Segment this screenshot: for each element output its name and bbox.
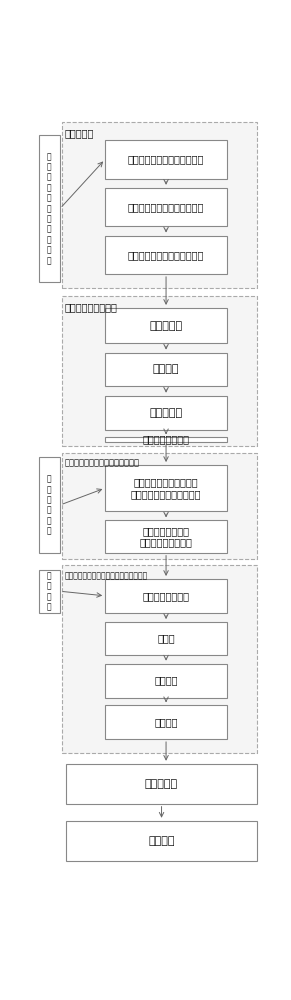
Text: 底层控制: 底层控制	[148, 836, 175, 846]
Text: 判断接收的卫星信
号是否被建筑物遮挡: 判断接收的卫星信 号是否被建筑物遮挡	[140, 526, 192, 547]
FancyBboxPatch shape	[105, 308, 227, 343]
FancyBboxPatch shape	[105, 353, 227, 386]
Text: 计算容积点及权重: 计算容积点及权重	[143, 591, 189, 601]
FancyBboxPatch shape	[105, 188, 227, 226]
Text: 初始化: 初始化	[157, 634, 175, 644]
FancyBboxPatch shape	[62, 453, 257, 559]
FancyBboxPatch shape	[105, 705, 227, 739]
Text: 卫
星
数
据
信
息: 卫 星 数 据 信 息	[47, 475, 52, 536]
Text: 导
航
系
统: 导 航 系 统	[47, 571, 52, 611]
Text: 建筑物遮挡角度识别: 建筑物遮挡角度识别	[65, 302, 118, 312]
Text: 道路识别: 道路识别	[153, 364, 179, 374]
FancyBboxPatch shape	[39, 457, 60, 553]
Text: 非视距环境下卫星信号可用性判断: 非视距环境下卫星信号可用性判断	[65, 459, 140, 468]
FancyBboxPatch shape	[105, 140, 227, 179]
FancyBboxPatch shape	[105, 437, 227, 442]
FancyBboxPatch shape	[39, 570, 60, 613]
Text: 坐标系换算: 坐标系换算	[65, 128, 94, 138]
Text: 建筑物识别: 建筑物识别	[150, 408, 183, 418]
Text: 视觉坐标系换算到车体坐标系: 视觉坐标系换算到车体坐标系	[128, 202, 204, 212]
FancyBboxPatch shape	[105, 579, 227, 613]
Text: 图像预处理: 图像预处理	[150, 321, 183, 331]
FancyBboxPatch shape	[105, 396, 227, 430]
Text: 视觉、车体、大地坐标系统一: 视觉、车体、大地坐标系统一	[128, 250, 204, 260]
Text: 摄
像
头
采
集
周
围
环
境
信
息: 摄 像 头 采 集 周 围 环 境 信 息	[47, 152, 52, 265]
FancyBboxPatch shape	[105, 664, 227, 698]
Text: 计算卫星高度与车体所在
位置水平切线的夹角余弦值: 计算卫星高度与车体所在 位置水平切线的夹角余弦值	[131, 477, 201, 499]
FancyBboxPatch shape	[39, 135, 60, 282]
FancyBboxPatch shape	[62, 296, 257, 446]
FancyBboxPatch shape	[62, 122, 257, 288]
FancyBboxPatch shape	[105, 520, 227, 553]
Text: 决策计算机: 决策计算机	[145, 779, 178, 789]
Text: 改进的自适应平方根容积卡尔曼滤波算法: 改进的自适应平方根容积卡尔曼滤波算法	[65, 571, 148, 580]
Text: 测量更新: 测量更新	[154, 717, 178, 727]
Text: 计算建筑物俯仰角: 计算建筑物俯仰角	[143, 435, 189, 445]
FancyBboxPatch shape	[66, 821, 257, 861]
FancyBboxPatch shape	[105, 622, 227, 655]
Text: 时间更新: 时间更新	[154, 676, 178, 686]
FancyBboxPatch shape	[105, 465, 227, 511]
FancyBboxPatch shape	[62, 565, 257, 753]
FancyBboxPatch shape	[105, 235, 227, 274]
Text: 大地坐标系换算到视觉坐标系: 大地坐标系换算到视觉坐标系	[128, 154, 204, 164]
FancyBboxPatch shape	[66, 764, 257, 804]
